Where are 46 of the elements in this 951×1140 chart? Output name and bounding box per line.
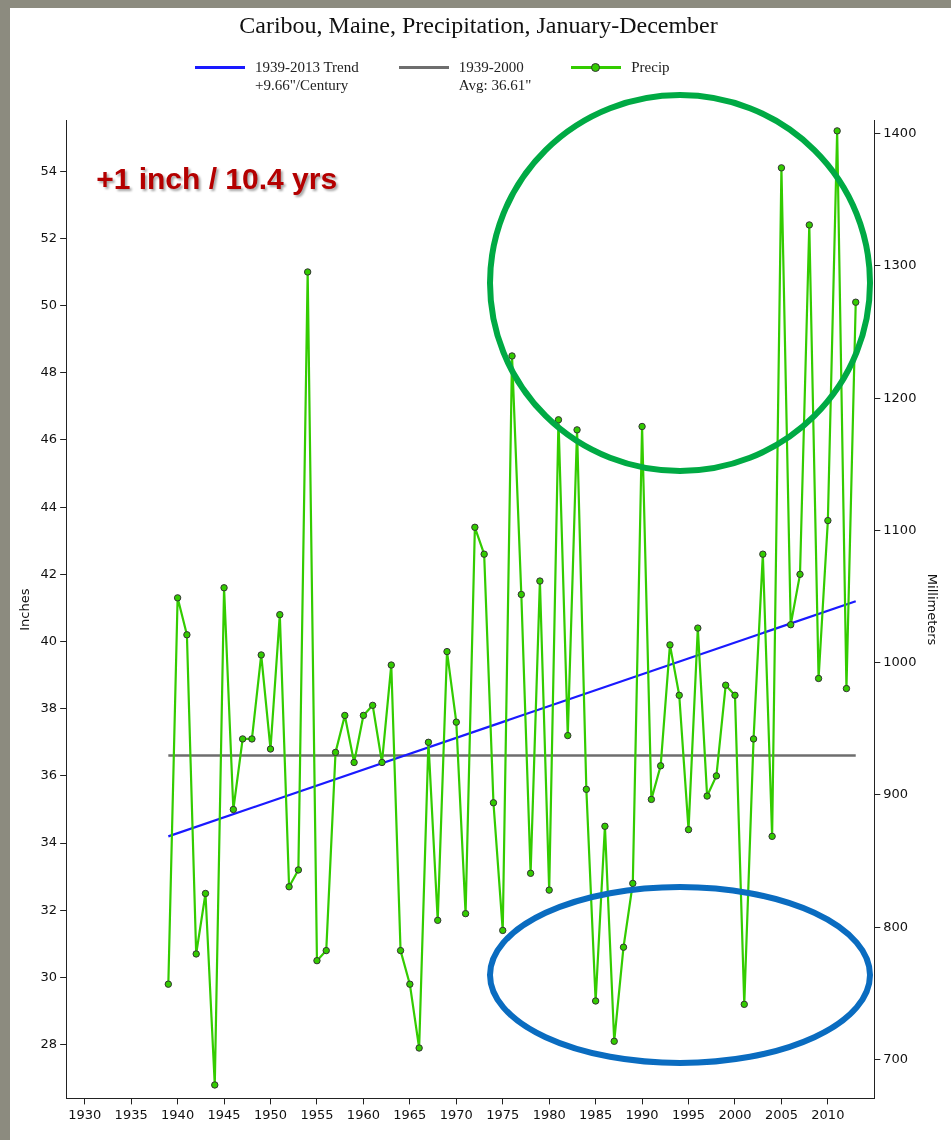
legend-label: 1939-2000 Avg: 36.61": [458, 58, 532, 94]
legend-label: Precip: [631, 58, 670, 76]
y-tick-label: 40: [40, 632, 58, 648]
y-tick-label: 42: [40, 565, 58, 581]
y-tick-label: 36: [40, 767, 58, 783]
y2-tick-label: 1300: [883, 257, 917, 273]
annotation: +1 inch / 10.4 yrs: [96, 162, 338, 196]
x-tick-label: 1960: [346, 1106, 380, 1122]
y-axis-title: Inches: [17, 588, 33, 631]
y2-axis-title: Millimeters: [924, 573, 940, 646]
x-tick-label: 1965: [393, 1106, 427, 1122]
x-tick-label: 2005: [764, 1106, 798, 1122]
x-tick-label: 1970: [439, 1106, 473, 1122]
y-tick-label: 30: [40, 968, 58, 984]
y-tick-label: 32: [40, 901, 58, 917]
y2-tick-label: 900: [883, 786, 909, 802]
legend-label: 1939-2013 Trend +9.66"/Century: [255, 58, 359, 94]
y2-tick-label: 1000: [883, 654, 917, 670]
x-tick-label: 1990: [625, 1106, 659, 1122]
y-tick-label: 44: [40, 498, 58, 514]
chart-title: Caribou, Maine, Precipitation, January-December: [239, 11, 718, 38]
y-tick-label: 38: [40, 700, 58, 716]
y-tick-label: 34: [40, 834, 58, 850]
x-tick-label: 1975: [486, 1106, 520, 1122]
y2-tick-label: 1400: [883, 125, 917, 141]
x-tick-label: 2000: [718, 1106, 752, 1122]
y2-tick-label: 1100: [883, 521, 917, 537]
x-tick-label: 1930: [68, 1106, 102, 1122]
x-tick-label: 1950: [253, 1106, 288, 1122]
x-tick-label: 1995: [671, 1106, 706, 1122]
x-tick-label: 1940: [161, 1106, 195, 1122]
y-tick-label: 48: [40, 364, 58, 380]
y-tick-label: 52: [40, 229, 58, 245]
y2-tick-label: 700: [883, 1050, 909, 1066]
x-tick-label: 1985: [579, 1106, 613, 1122]
y-tick-label: 28: [40, 1036, 58, 1052]
x-tick-label: 1945: [207, 1106, 241, 1122]
x-tick-label: 1955: [300, 1106, 334, 1122]
x-tick-label: 2010: [811, 1106, 845, 1122]
x-tick-label: 1935: [114, 1106, 148, 1122]
y2-tick-label: 800: [883, 918, 909, 934]
y-tick-label: 50: [40, 296, 58, 312]
y-tick-label: 54: [40, 162, 58, 178]
y-tick-label: 46: [40, 431, 58, 447]
x-tick-label: 1980: [532, 1106, 566, 1122]
y2-tick-label: 1200: [883, 389, 917, 405]
